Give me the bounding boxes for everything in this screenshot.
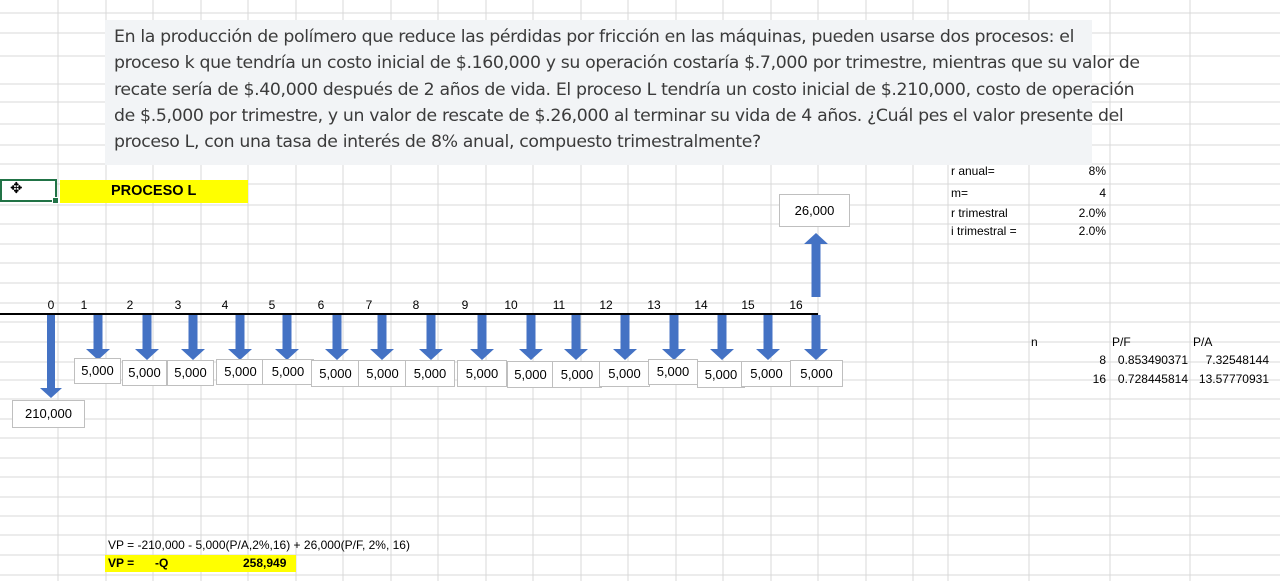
operating-cost-box[interactable]: 5,000: [122, 360, 167, 386]
move-cursor-icon: ✥: [10, 180, 23, 197]
param-value-r-anual[interactable]: 8%: [1088, 164, 1106, 178]
vp-result-value: 258,949: [243, 556, 287, 570]
param-label-r-trimestral[interactable]: r trimestral: [951, 206, 1008, 220]
operating-cost-box[interactable]: 5,000: [648, 359, 698, 385]
factor-n-16[interactable]: 16: [1092, 372, 1106, 386]
operating-cost-arrow: [181, 315, 205, 360]
period-label[interactable]: 8: [412, 298, 420, 312]
operating-cost-arrow: [325, 315, 349, 360]
operating-cost-box[interactable]: 5,000: [216, 359, 265, 385]
operating-cost-arrow: [613, 315, 637, 360]
problem-line: proceso L, con una tasa de interés de 8%…: [114, 132, 761, 153]
period-label[interactable]: 12: [599, 298, 613, 312]
operating-cost-box[interactable]: 5,000: [790, 360, 843, 387]
factor-header-pf[interactable]: P/F: [1112, 335, 1131, 349]
param-label-r-anual[interactable]: r anual=: [951, 164, 995, 178]
salvage-value-arrow: [804, 233, 828, 297]
problem-line: En la producción de polímero que reduce …: [114, 27, 1075, 47]
period-label[interactable]: 1: [80, 298, 88, 312]
factor-n-8[interactable]: 8: [1099, 353, 1106, 367]
period-label[interactable]: 13: [647, 298, 661, 312]
operating-cost-arrow: [710, 315, 734, 360]
factor-header-n[interactable]: n: [1031, 335, 1038, 349]
operating-cost-arrow: [756, 315, 780, 360]
period-label[interactable]: 0: [47, 298, 55, 312]
operating-cost-arrow: [228, 315, 252, 360]
process-title-cell[interactable]: PROCESO L: [60, 180, 248, 203]
period-label[interactable]: 14: [694, 298, 708, 312]
timeline-axis: [0, 313, 818, 315]
period-label[interactable]: 5: [268, 298, 276, 312]
param-value-r-trimestral[interactable]: 2.0%: [1078, 206, 1106, 220]
operating-cost-arrow: [519, 315, 543, 360]
period-label[interactable]: 6: [317, 298, 325, 312]
period-label[interactable]: 15: [741, 298, 755, 312]
operating-cost-box[interactable]: 5,000: [552, 361, 602, 388]
operating-cost-box[interactable]: 5,000: [599, 361, 650, 387]
operating-cost-arrow: [419, 315, 443, 360]
vp-result-cell[interactable]: VP = -Q 258,949: [105, 555, 296, 572]
period-label[interactable]: 16: [789, 298, 803, 312]
operating-cost-arrow: [86, 315, 110, 360]
problem-line: proceso k que tendría un costo inicial d…: [114, 53, 1140, 74]
factor-pf-16[interactable]: 0.728445814: [1117, 372, 1188, 386]
operating-cost-box[interactable]: 5,000: [405, 360, 455, 387]
selected-cell[interactable]: [0, 179, 59, 204]
problem-statement-textbox: En la producción de polímero que reduce …: [105, 20, 1140, 165]
period-label[interactable]: 9: [461, 298, 469, 312]
factor-pa-8[interactable]: 7.32548144: [1205, 353, 1269, 367]
param-label-i-trimestral[interactable]: i trimestral =: [951, 224, 1017, 238]
operating-cost-box[interactable]: 5,000: [358, 360, 407, 387]
operating-cost-box[interactable]: 5,000: [697, 361, 745, 388]
param-value-m[interactable]: 4: [1099, 186, 1106, 200]
param-value-i-trimestral[interactable]: 2.0%: [1078, 224, 1106, 238]
factor-pf-8[interactable]: 0.853490371: [1117, 353, 1188, 367]
period-label[interactable]: 11: [552, 298, 566, 312]
operating-cost-box[interactable]: 5,000: [507, 361, 554, 388]
vp-result-mid: -Q: [155, 556, 169, 570]
operating-cost-arrow: [370, 315, 394, 360]
period-label[interactable]: 3: [174, 298, 182, 312]
operating-cost-box[interactable]: 5,000: [311, 360, 360, 387]
factor-header-pa[interactable]: P/A: [1193, 335, 1213, 349]
operating-cost-box[interactable]: 5,000: [457, 360, 507, 387]
operating-cost-arrow: [275, 315, 299, 360]
vp-formula[interactable]: VP = -210,000 - 5,000(P/A,2%,16) + 26,00…: [108, 538, 410, 552]
salvage-value-box[interactable]: 26,000: [779, 194, 850, 227]
period-label[interactable]: 4: [221, 298, 229, 312]
operating-cost-box[interactable]: 5,000: [167, 360, 214, 386]
period-label[interactable]: 2: [126, 298, 134, 312]
fill-handle[interactable]: [52, 197, 59, 204]
period-label[interactable]: 7: [365, 298, 373, 312]
period-label[interactable]: 10: [504, 298, 518, 312]
initial-cost-arrow: [40, 315, 62, 398]
operating-cost-box[interactable]: 5,000: [741, 361, 792, 387]
operating-cost-arrow: [135, 315, 159, 360]
process-title: PROCESO L: [111, 183, 197, 199]
operating-cost-arrow: [564, 315, 588, 360]
initial-cost-box[interactable]: 210,000: [12, 400, 85, 428]
vp-result-label: VP =: [108, 556, 135, 570]
factor-pa-16[interactable]: 13.57770931: [1198, 372, 1269, 386]
param-label-m[interactable]: m=: [951, 186, 969, 200]
operating-cost-box[interactable]: 5,000: [74, 358, 121, 384]
problem-line: recate sería de $.40,000 después de 2 añ…: [114, 79, 1135, 100]
operating-cost-box[interactable]: 5,000: [262, 359, 314, 385]
problem-line: de $.5,000 por trimestre, y un valor de …: [114, 105, 1124, 126]
operating-cost-arrow: [662, 315, 686, 360]
operating-cost-arrow: [470, 315, 494, 360]
operating-cost-arrow: [804, 315, 828, 360]
